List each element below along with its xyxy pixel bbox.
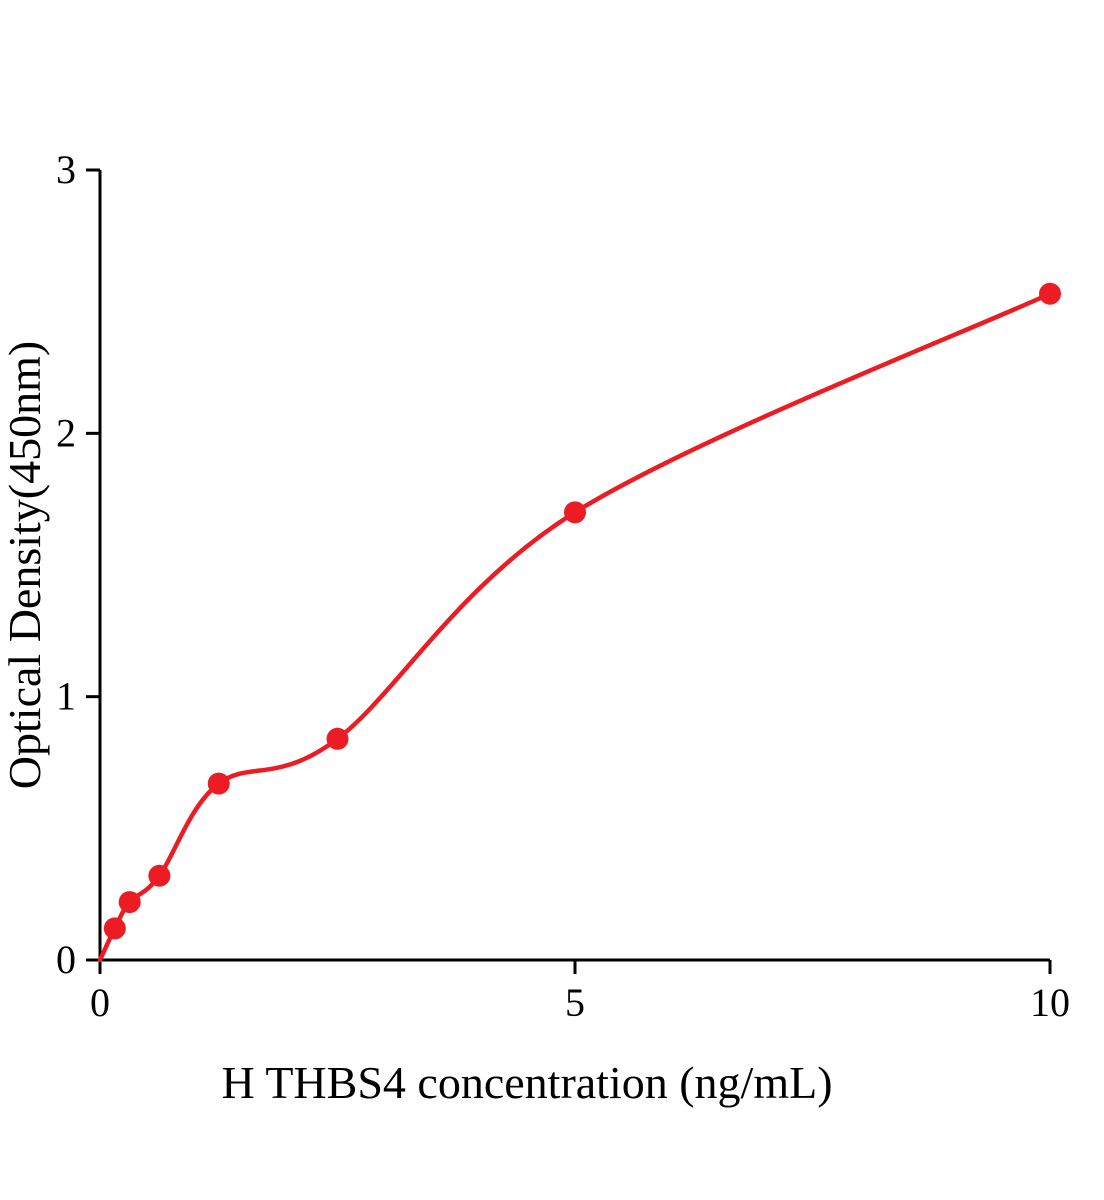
x-axis-title: H THBS4 concentration (ng/mL) — [221, 1057, 832, 1108]
data-point — [103, 917, 126, 940]
x-tick-label: 0 — [90, 980, 110, 1025]
x-tick-label: 10 — [1030, 980, 1070, 1025]
y-axis-title: Optical Density(450nm) — [0, 341, 50, 789]
data-point — [118, 891, 141, 914]
data-point — [148, 864, 171, 887]
data-point — [1039, 282, 1061, 305]
data-point — [564, 501, 586, 524]
fit-curve-layer — [97, 291, 1053, 963]
data-point — [207, 772, 230, 795]
y-tick-label: 1 — [56, 674, 76, 719]
axes-layer — [98, 170, 1050, 962]
y-tick-label: 3 — [56, 147, 76, 192]
fit-curve — [97, 291, 1053, 963]
data-points-layer — [103, 282, 1061, 940]
y-tick-label: 0 — [56, 937, 76, 982]
data-point — [326, 727, 349, 750]
y-tick-label: 2 — [56, 410, 76, 455]
ticks-layer: 0 5 10 0 1 2 3 — [56, 147, 1070, 1025]
x-tick-label: 5 — [565, 980, 585, 1025]
